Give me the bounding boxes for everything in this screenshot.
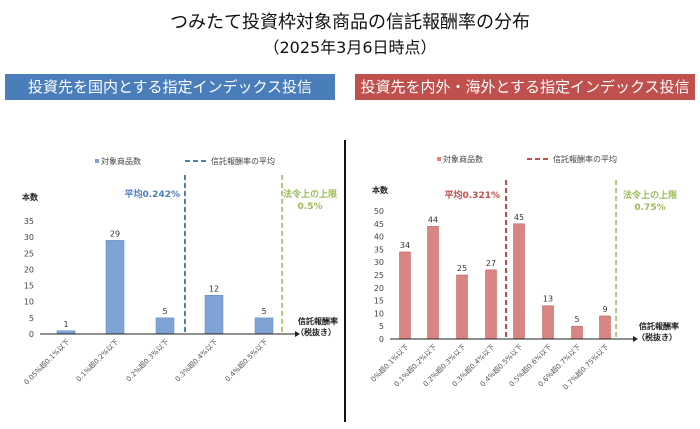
banner-domestic: 投資先を国内とする指定インデックス投信 — [5, 74, 335, 100]
y-axis-label: 本数 — [21, 192, 39, 202]
bar — [427, 226, 439, 340]
bar-value-label: 12 — [209, 284, 219, 293]
y-tick-label: 20 — [24, 265, 34, 274]
bar — [204, 295, 224, 335]
bar-value-label: 13 — [543, 295, 553, 304]
bar — [599, 315, 611, 340]
y-tick-label: 15 — [24, 282, 34, 291]
y-tick-label: 25 — [374, 271, 384, 280]
y-tick-label: 30 — [24, 233, 34, 242]
bar — [485, 269, 497, 340]
bar — [571, 325, 583, 340]
page-title: つみたて投資枠対象商品の信託報酬率の分布 — [170, 12, 530, 33]
y-tick-label: 0 — [379, 335, 384, 344]
page-subtitle: （2025年3月6日時点） — [263, 38, 437, 57]
y-tick-label: 25 — [24, 249, 34, 258]
limit-value-label: 0.75% — [634, 203, 665, 213]
limit-label: 法令上の上限 — [623, 189, 678, 201]
bar-value-label: 27 — [486, 259, 496, 268]
x-axis-label: 信託報酬率 — [639, 321, 679, 331]
bar-value-label: 5 — [162, 307, 167, 316]
bar-value-label: 34 — [400, 241, 410, 250]
x-axis-arrow-icon — [295, 331, 300, 337]
y-axis-label: 本数 — [371, 185, 389, 195]
y-tick-label: 20 — [374, 284, 384, 293]
y-tick-label: 10 — [24, 298, 34, 307]
bar — [513, 223, 525, 340]
y-tick-label: 50 — [374, 207, 384, 216]
legend-bar-swatch — [437, 157, 441, 161]
y-tick-label: 35 — [24, 217, 34, 226]
y-tick-label: 10 — [374, 309, 384, 318]
bar-value-label: 45 — [514, 213, 524, 222]
y-tick-label: 15 — [374, 297, 384, 306]
legend-bar-swatch — [95, 159, 99, 163]
bar — [105, 240, 125, 335]
x-tick-label: 0.05%超0.1%以下 — [22, 337, 72, 387]
x-axis-label-sub: （税抜き） — [296, 327, 336, 337]
bar-value-label: 5 — [574, 315, 579, 324]
limit-value-label: 0.5% — [298, 202, 323, 212]
y-tick-label: 30 — [374, 258, 384, 267]
legend-bar-label: 対象商品数 — [443, 154, 483, 164]
bar-value-label: 1 — [63, 320, 68, 329]
legend-bar-label: 対象商品数 — [101, 156, 141, 166]
bar — [254, 317, 274, 335]
y-tick-label: 35 — [374, 245, 384, 254]
bar-value-label: 9 — [602, 305, 607, 314]
y-tick-label: 5 — [29, 314, 34, 323]
bar-value-label: 25 — [457, 264, 467, 273]
y-tick-label: 40 — [374, 233, 384, 242]
bar-value-label: 44 — [428, 215, 438, 224]
bar-value-label: 29 — [110, 229, 120, 238]
x-axis-label-sub: （税抜き） — [637, 332, 677, 342]
bar — [155, 317, 175, 335]
bar — [399, 251, 411, 340]
bar — [456, 274, 468, 340]
average-label: 平均0.321% — [445, 189, 501, 201]
divider — [344, 140, 346, 422]
y-tick-label: 5 — [379, 322, 384, 331]
legend-average-label: 信託報酬率の平均 — [553, 154, 617, 164]
x-tick-label: 0.2%超0.3%以下 — [124, 337, 170, 383]
x-tick-label: 0.7%超0.75%以下 — [561, 342, 611, 392]
limit-label: 法令上の上限 — [283, 188, 338, 200]
x-tick-label: 0.1%超0.2%以下 — [74, 337, 120, 383]
y-tick-label: 0 — [29, 330, 34, 339]
x-tick-label: 0.3%超0.4%以下 — [173, 337, 219, 383]
x-axis-label: 信託報酬率 — [298, 316, 338, 326]
bar-value-label: 5 — [261, 307, 266, 316]
legend-average-label: 信託報酬率の平均 — [211, 156, 275, 166]
average-label: 平均0.242% — [125, 188, 181, 200]
y-tick-label: 45 — [374, 220, 384, 229]
banner-foreign: 投資先を内外・海外とする指定インデックス投信 — [355, 74, 695, 100]
x-tick-label: 0.4%超0.5%以下 — [223, 337, 269, 383]
x-axis-arrow-icon — [633, 336, 638, 342]
bar — [542, 305, 554, 340]
